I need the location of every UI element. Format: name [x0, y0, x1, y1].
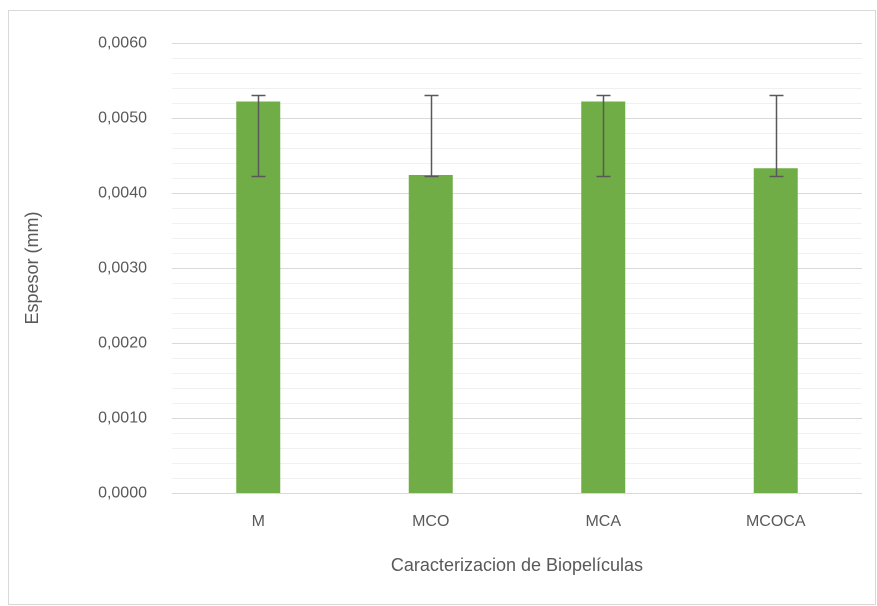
x-tick-label: MCA [585, 513, 621, 530]
error-bar [769, 94, 784, 178]
error-bar [596, 94, 611, 178]
y-axis-title: Espesor (mm) [22, 211, 42, 324]
y-tick-label: 0,0040 [98, 185, 147, 202]
y-tick-label: 0,0010 [98, 410, 147, 427]
x-tick-label: MCO [412, 513, 449, 530]
x-tick-label: M [252, 513, 265, 530]
bar [408, 175, 453, 493]
x-tick-label: MCOCA [746, 513, 806, 530]
y-tick-label: 0,0020 [98, 335, 147, 352]
error-bar [251, 94, 266, 178]
y-tick-label: 0,0000 [98, 485, 147, 502]
x-axis-title: Caracterizacion de Biopelículas [391, 555, 643, 575]
error-bar [424, 94, 439, 178]
bar [753, 168, 798, 493]
y-tick-label: 0,0030 [98, 260, 147, 277]
y-tick-label: 0,0060 [98, 35, 147, 52]
y-tick-label: 0,0050 [98, 110, 147, 127]
